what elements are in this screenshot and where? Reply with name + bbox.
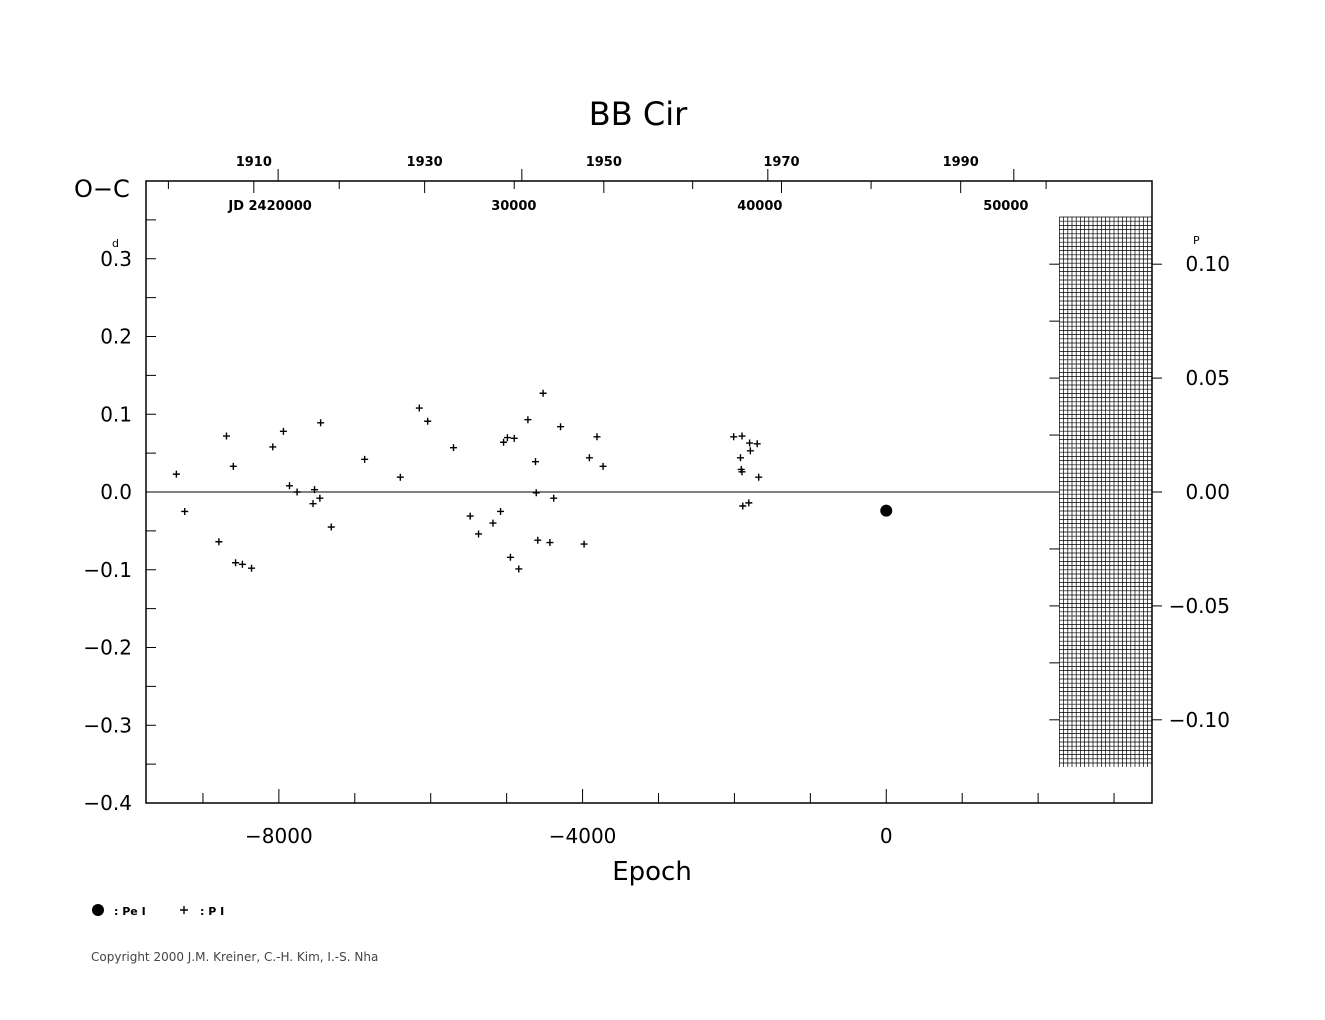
- y-tick-label: 0.1: [100, 402, 132, 426]
- point-p-i: [557, 423, 565, 431]
- x-axis-label: Epoch: [612, 857, 692, 887]
- x-tick-label: 0: [880, 824, 893, 848]
- point-p-i: [311, 486, 319, 494]
- point-p-i: [500, 438, 508, 446]
- point-p-i: [316, 494, 324, 502]
- legend-label-p-i: : P I: [200, 905, 224, 918]
- y-axis-label: O−C: [74, 175, 130, 203]
- point-p-i: [475, 530, 483, 538]
- top-jd-label: 30000: [491, 199, 536, 214]
- point-pe-i: [880, 504, 893, 517]
- point-p-i: [539, 389, 547, 397]
- point-p-i: [229, 462, 237, 470]
- top-jd-label: 50000: [983, 199, 1028, 214]
- point-p-i: [738, 468, 746, 476]
- top-year-label: 1970: [763, 155, 799, 170]
- point-p-i: [232, 559, 240, 567]
- point-p-i: [424, 417, 432, 425]
- point-p-i: [415, 404, 423, 412]
- point-p-i: [730, 433, 738, 441]
- y-tick-label: 0.2: [100, 325, 132, 349]
- point-p-i: [503, 434, 511, 442]
- y-tick-label: 0.3: [100, 247, 132, 271]
- y-tick-label: −0.3: [83, 713, 132, 737]
- point-p-i: [532, 489, 540, 497]
- point-p-i: [238, 560, 246, 568]
- point-p-i: [317, 419, 325, 427]
- right-unit-label: P: [1193, 234, 1200, 247]
- y-unit-label: d: [112, 237, 119, 250]
- point-p-i: [738, 432, 746, 440]
- point-p-i: [506, 553, 514, 561]
- point-p-i: [497, 507, 505, 515]
- point-p-i: [309, 500, 317, 508]
- point-p-i: [531, 458, 539, 466]
- point-p-i: [585, 454, 593, 462]
- top-year-label: 1950: [586, 155, 622, 170]
- point-p-i: [746, 447, 754, 455]
- x-tick-label: −4000: [549, 824, 617, 848]
- point-p-i: [580, 540, 588, 548]
- right-tick-label: −0.05: [1169, 594, 1230, 618]
- hatch-grid: [1059, 216, 1153, 767]
- point-p-i: [181, 507, 189, 515]
- point-p-i: [524, 416, 532, 424]
- point-p-i: [739, 502, 747, 510]
- hatched-region: [1059, 216, 1153, 767]
- point-p-i: [466, 512, 474, 520]
- point-p-i: [546, 539, 554, 547]
- data-points: [172, 389, 893, 573]
- point-p-i: [172, 470, 180, 478]
- point-p-i: [510, 434, 518, 442]
- top-year-label: 1910: [236, 155, 272, 170]
- right-tick-label: 0.00: [1185, 480, 1230, 504]
- y-tick-label: −0.4: [83, 791, 132, 815]
- point-p-i: [396, 473, 404, 481]
- point-p-i: [248, 564, 256, 572]
- point-p-i: [599, 462, 607, 470]
- y-tick-label: 0.0: [100, 480, 132, 504]
- legend-label-pe-i: : Pe I: [114, 905, 146, 918]
- legend-marker-pe-i: [92, 904, 104, 916]
- point-p-i: [515, 565, 523, 573]
- x-tick-label: −8000: [245, 824, 313, 848]
- legend-marker-p-i: [180, 906, 188, 914]
- top-jd-label: 40000: [737, 199, 782, 214]
- point-p-i: [293, 488, 301, 496]
- point-p-i: [753, 440, 761, 448]
- copyright-notice: Copyright 2000 J.M. Kreiner, C.-H. Kim, …: [91, 950, 378, 964]
- point-p-i: [361, 455, 369, 463]
- point-p-i: [279, 427, 287, 435]
- right-tick-label: 0.10: [1185, 252, 1230, 276]
- point-p-i: [745, 499, 753, 507]
- point-p-i: [269, 443, 277, 451]
- y-tick-label: −0.1: [83, 558, 132, 582]
- top-year-label: 1990: [943, 155, 979, 170]
- y-tick-label: −0.2: [83, 636, 132, 660]
- axis-ticks: [146, 169, 1162, 804]
- point-p-i: [449, 444, 457, 452]
- right-tick-label: 0.05: [1185, 366, 1230, 390]
- point-p-i: [215, 538, 223, 546]
- point-p-i: [489, 519, 497, 527]
- tick-labels: 0.3 0.2 0.1 0.0 −0.1 −0.2 −0.3 −0.4 d 0.10 0.05 0.0…: [83, 155, 1230, 848]
- point-p-i: [755, 473, 763, 481]
- point-p-i: [736, 454, 744, 462]
- point-p-i: [534, 536, 542, 544]
- point-p-i: [327, 523, 335, 531]
- legend: : Pe I : P I: [92, 904, 224, 918]
- top-jd-label: JD 2420000: [227, 199, 311, 214]
- chart-title: BB Cir: [589, 95, 688, 133]
- right-tick-label: −0.10: [1169, 708, 1230, 732]
- point-p-i: [222, 432, 230, 440]
- point-p-i: [593, 433, 601, 441]
- point-p-i: [746, 439, 754, 447]
- point-p-i: [285, 482, 293, 490]
- top-year-label: 1930: [407, 155, 443, 170]
- point-p-i: [550, 494, 558, 502]
